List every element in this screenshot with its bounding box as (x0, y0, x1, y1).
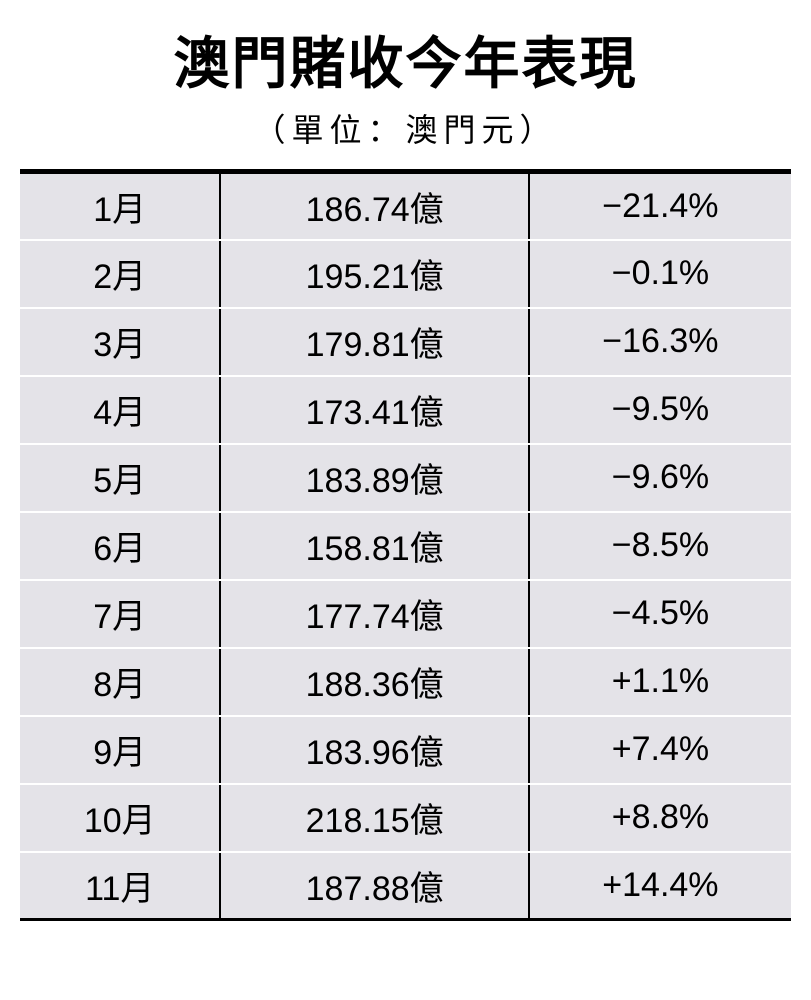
cell-month: 3月 (20, 308, 220, 376)
cell-month: 2月 (20, 240, 220, 308)
cell-change: −4.5% (529, 580, 791, 648)
data-table: 1月 186.74億 −21.4% 2月 195.21億 −0.1% 3月 17… (20, 169, 791, 921)
table-row: 3月 179.81億 −16.3% (20, 308, 791, 376)
table-row: 7月 177.74億 −4.5% (20, 580, 791, 648)
page-title: 澳門賭收今年表現 (20, 30, 791, 97)
cell-amount: 173.41億 (220, 376, 528, 444)
cell-month: 5月 (20, 444, 220, 512)
cell-change: −9.6% (529, 444, 791, 512)
cell-amount: 195.21億 (220, 240, 528, 308)
cell-month: 10月 (20, 784, 220, 852)
cell-amount: 158.81億 (220, 512, 528, 580)
cell-change: +14.4% (529, 852, 791, 920)
cell-month: 7月 (20, 580, 220, 648)
cell-amount: 186.74億 (220, 172, 528, 240)
cell-change: +7.4% (529, 716, 791, 784)
table-row: 5月 183.89億 −9.6% (20, 444, 791, 512)
cell-amount: 183.96億 (220, 716, 528, 784)
cell-month: 4月 (20, 376, 220, 444)
table-row: 6月 158.81億 −8.5% (20, 512, 791, 580)
cell-change: −16.3% (529, 308, 791, 376)
cell-change: +1.1% (529, 648, 791, 716)
cell-change: +8.8% (529, 784, 791, 852)
cell-month: 8月 (20, 648, 220, 716)
cell-change: −8.5% (529, 512, 791, 580)
table-row: 2月 195.21億 −0.1% (20, 240, 791, 308)
table-row: 8月 188.36億 +1.1% (20, 648, 791, 716)
cell-month: 9月 (20, 716, 220, 784)
cell-change: −21.4% (529, 172, 791, 240)
cell-amount: 177.74億 (220, 580, 528, 648)
cell-month: 11月 (20, 852, 220, 920)
table-row: 9月 183.96億 +7.4% (20, 716, 791, 784)
table-body: 1月 186.74億 −21.4% 2月 195.21億 −0.1% 3月 17… (20, 172, 791, 920)
table-row: 4月 173.41億 −9.5% (20, 376, 791, 444)
table-row: 10月 218.15億 +8.8% (20, 784, 791, 852)
cell-amount: 179.81億 (220, 308, 528, 376)
cell-month: 1月 (20, 172, 220, 240)
cell-amount: 218.15億 (220, 784, 528, 852)
table-row: 1月 186.74億 −21.4% (20, 172, 791, 240)
cell-amount: 188.36億 (220, 648, 528, 716)
cell-amount: 183.89億 (220, 444, 528, 512)
cell-amount: 187.88億 (220, 852, 528, 920)
cell-change: −9.5% (529, 376, 791, 444)
cell-change: −0.1% (529, 240, 791, 308)
page-subtitle: （單位：澳門元） (20, 105, 791, 151)
cell-month: 6月 (20, 512, 220, 580)
table-row: 11月 187.88億 +14.4% (20, 852, 791, 920)
